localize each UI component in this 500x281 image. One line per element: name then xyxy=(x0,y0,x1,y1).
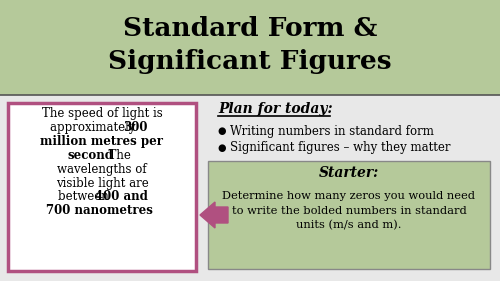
Text: 300: 300 xyxy=(123,121,148,134)
Text: ●: ● xyxy=(218,126,226,136)
Text: Standard Form &: Standard Form & xyxy=(123,15,377,40)
Text: Significant Figures: Significant Figures xyxy=(108,49,392,74)
Text: approximately: approximately xyxy=(50,121,140,134)
FancyArrow shape xyxy=(200,202,228,228)
FancyBboxPatch shape xyxy=(8,103,196,271)
Text: 400 and: 400 and xyxy=(94,190,148,203)
Text: ●: ● xyxy=(218,143,226,153)
Text: Starter:: Starter: xyxy=(319,166,379,180)
FancyBboxPatch shape xyxy=(0,0,500,95)
Text: wavelengths of: wavelengths of xyxy=(57,163,147,176)
Text: between: between xyxy=(58,190,112,203)
Text: Writing numbers in standard form: Writing numbers in standard form xyxy=(230,124,434,137)
FancyBboxPatch shape xyxy=(208,161,490,269)
Text: second: second xyxy=(67,149,113,162)
Text: 700 nanometres: 700 nanometres xyxy=(46,204,153,217)
Text: visible light are: visible light are xyxy=(56,176,148,189)
Text: .: . xyxy=(134,204,137,217)
Text: million metres per: million metres per xyxy=(40,135,164,148)
Text: Significant figures – why they matter: Significant figures – why they matter xyxy=(230,142,450,155)
Text: Plan for today:: Plan for today: xyxy=(218,102,332,116)
Text: Determine how many zeros you would need
to write the bolded numbers in standard
: Determine how many zeros you would need … xyxy=(222,191,476,231)
Text: . The: . The xyxy=(102,149,131,162)
Text: The speed of light is: The speed of light is xyxy=(42,108,162,121)
